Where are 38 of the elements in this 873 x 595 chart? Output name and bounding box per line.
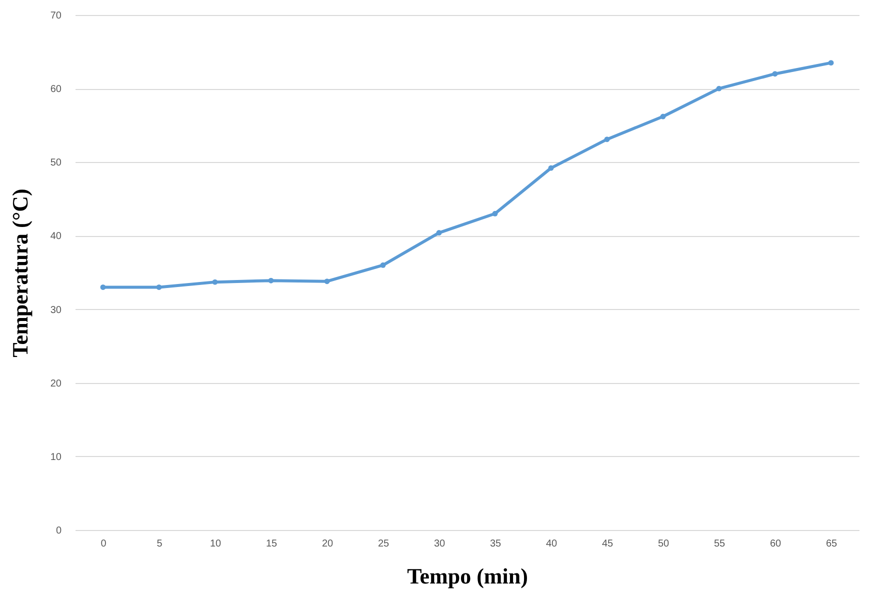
point xyxy=(492,210,498,216)
y-tick-label: 20 xyxy=(50,378,62,390)
x-tick-label: 60 xyxy=(770,538,782,550)
point xyxy=(100,284,106,290)
x-tick-label: 5 xyxy=(156,538,163,550)
x-tick-label: 25 xyxy=(378,538,390,550)
y-tick-label: 50 xyxy=(50,158,62,169)
point xyxy=(772,71,778,77)
x-tick-label: 10 xyxy=(210,538,222,550)
y-tick-label: 10 xyxy=(50,452,62,463)
x-tick-label: 15 xyxy=(266,538,278,550)
x-tick-label: 55 xyxy=(714,538,726,550)
point xyxy=(716,86,722,92)
x-axis-title: Tempo (min) xyxy=(407,564,528,588)
x-tick-label: 65 xyxy=(826,538,838,550)
x-tick-label: 20 xyxy=(322,538,334,550)
x-tick-label: 30 xyxy=(434,538,446,550)
point xyxy=(156,284,162,290)
x-tick-label: 45 xyxy=(602,538,614,550)
x-tick-label: 35 xyxy=(490,538,502,550)
point xyxy=(548,165,554,171)
y-axis-title: Temperatura (°C) xyxy=(7,188,32,358)
y-tick-label: 70 xyxy=(50,10,62,22)
point xyxy=(212,279,218,285)
x-tick-label: 40 xyxy=(546,538,558,550)
y-tick-label: 30 xyxy=(50,304,62,316)
y-tick-label: 0 xyxy=(56,526,62,536)
y-tick-label: 60 xyxy=(50,84,62,96)
point xyxy=(324,278,330,284)
point xyxy=(436,230,442,236)
point xyxy=(380,262,386,268)
point xyxy=(604,136,610,142)
point xyxy=(828,60,834,66)
point xyxy=(660,114,666,120)
point xyxy=(268,278,274,284)
y-tick-label: 40 xyxy=(50,231,62,242)
x-tick-label: 50 xyxy=(658,538,670,550)
x-tick-label: 0 xyxy=(100,538,107,550)
